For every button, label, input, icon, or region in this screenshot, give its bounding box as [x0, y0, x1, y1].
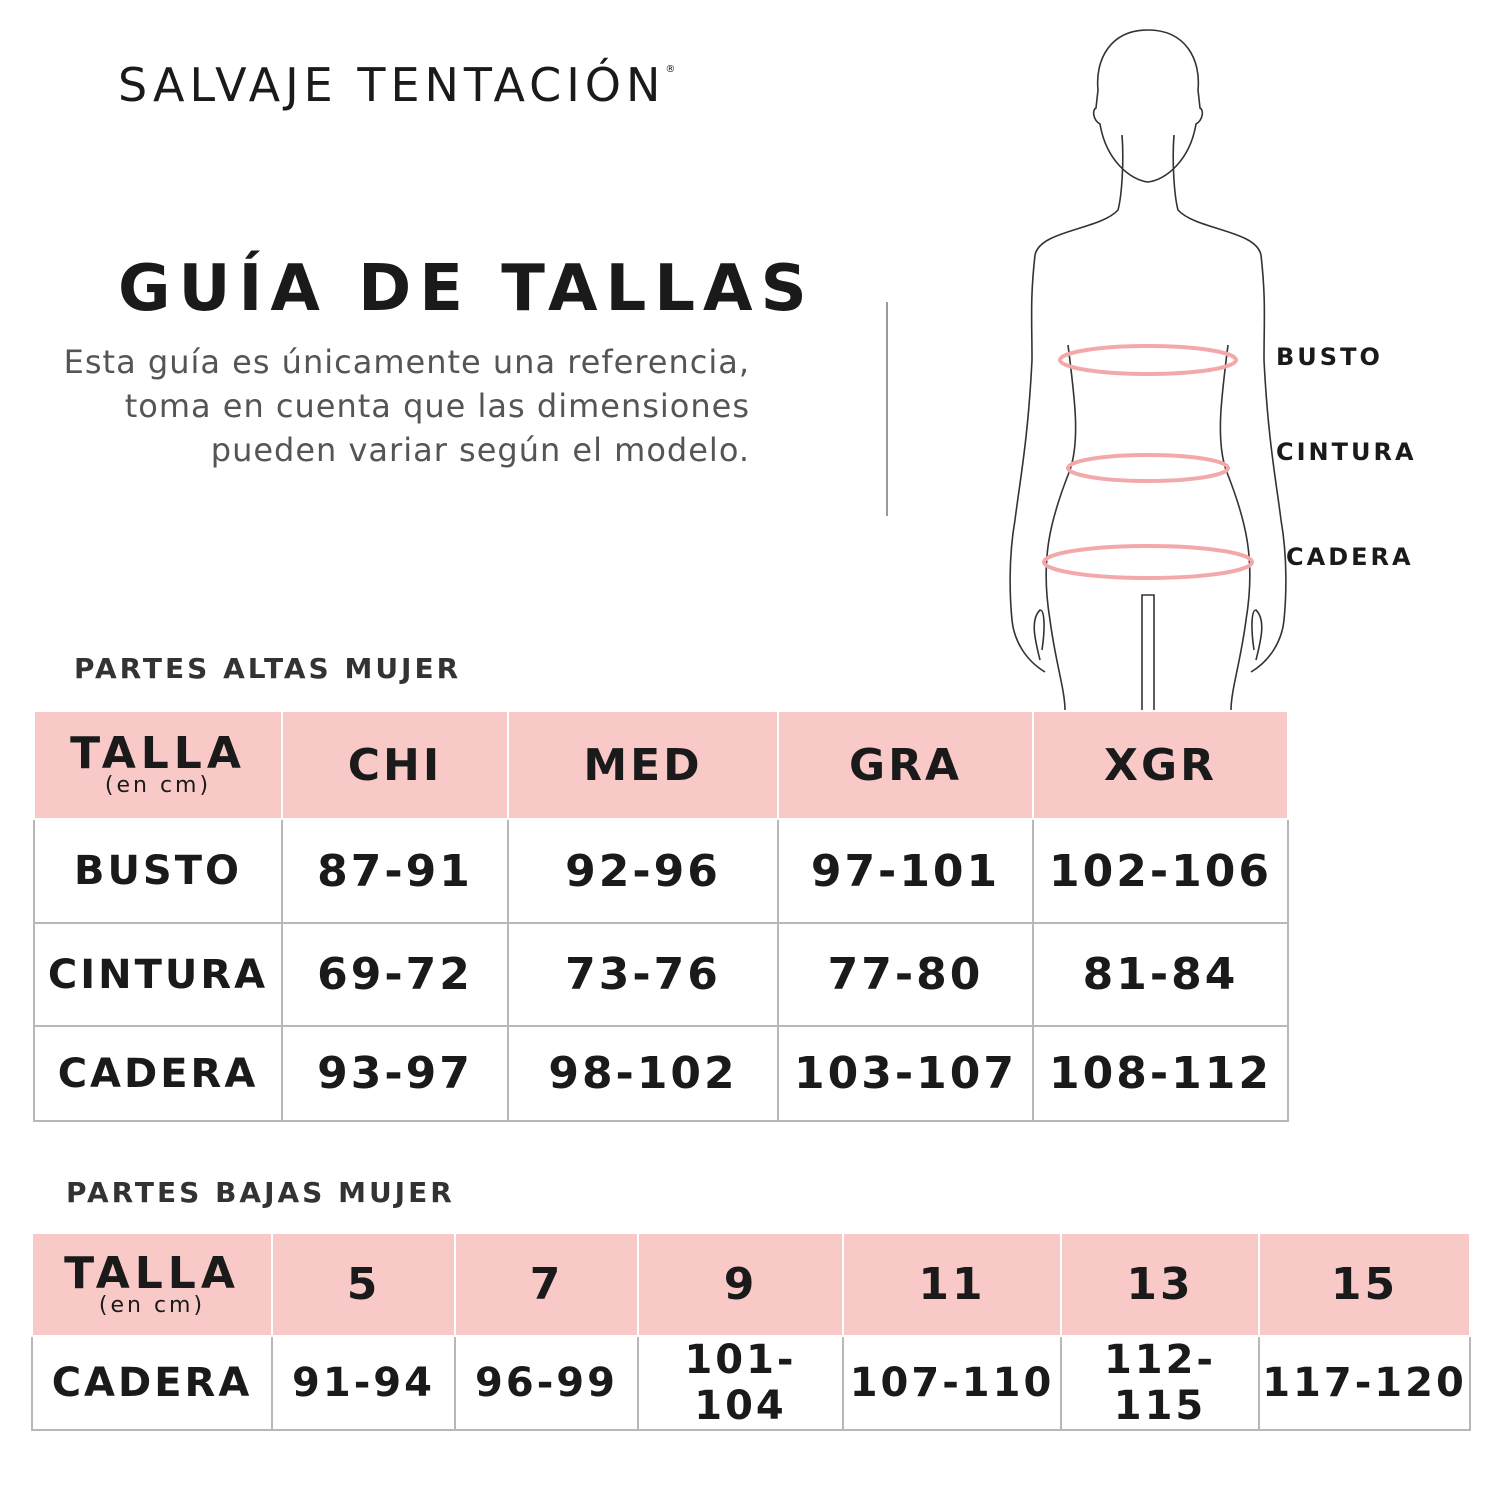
table-row: BUSTO 87-91 92-96 97-101 102-106	[33, 818, 1289, 924]
size-header: MED	[507, 710, 779, 820]
upper-section-title: PARTES ALTAS MUJER	[74, 652, 462, 685]
figure-label-cadera: CADERA	[1286, 543, 1414, 571]
page-title: GUÍA DE TALLAS	[118, 252, 815, 326]
table-row: CADERA 93-97 98-102 103-107 108-112	[33, 1025, 1289, 1122]
legs-gap-outline	[1141, 594, 1155, 710]
table-cell: 108-112	[1032, 1025, 1289, 1122]
lower-size-table: TALLA (en cm) 5 7 9 11 13 15 CADERA 91-94…	[31, 1232, 1471, 1431]
table-header-row: TALLA (en cm) 5 7 9 11 13 15	[31, 1232, 1471, 1337]
table-row: CADERA 91-94 96-99 101-104 107-110 112-1…	[31, 1335, 1471, 1431]
table-cell: 107-110	[842, 1335, 1062, 1431]
table-cell: 92-96	[507, 818, 779, 924]
right-arm-outline	[1172, 134, 1287, 673]
table-cell: 81-84	[1032, 922, 1289, 1027]
figure-label-cintura: CINTURA	[1276, 438, 1417, 466]
row-label: CADERA	[33, 1025, 283, 1122]
table-cell: 103-107	[777, 1025, 1034, 1122]
size-header: 13	[1060, 1232, 1260, 1337]
left-arm-outline	[1009, 134, 1124, 673]
busto-measure-ring	[1058, 344, 1238, 376]
size-header: 15	[1258, 1232, 1471, 1337]
talla-header: TALLA (en cm)	[33, 710, 283, 820]
size-header: 9	[637, 1232, 844, 1337]
size-header: 5	[271, 1232, 456, 1337]
row-label: CINTURA	[33, 922, 283, 1027]
figure-label-busto: BUSTO	[1276, 343, 1383, 371]
left-torso-outline	[1045, 344, 1077, 711]
table-cell: 102-106	[1032, 818, 1289, 924]
row-label: BUSTO	[33, 818, 283, 924]
table-cell: 117-120	[1258, 1335, 1471, 1431]
talla-label: TALLA	[70, 728, 246, 779]
table-cell: 93-97	[281, 1025, 509, 1122]
table-cell: 98-102	[507, 1025, 779, 1122]
unit-label: (en cm)	[104, 773, 212, 798]
table-cell: 96-99	[454, 1335, 639, 1431]
table-row: CINTURA 69-72 73-76 77-80 81-84	[33, 922, 1289, 1027]
table-cell: 73-76	[507, 922, 779, 1027]
talla-label: TALLA	[64, 1247, 240, 1299]
upper-size-table: TALLA (en cm) CHI MED GRA XGR BUSTO 87-91…	[33, 710, 1289, 1122]
table-cell: 69-72	[281, 922, 509, 1027]
size-header: CHI	[281, 710, 509, 820]
divider	[886, 302, 888, 516]
head-outline	[1092, 29, 1204, 183]
table-cell: 97-101	[777, 818, 1034, 924]
size-header: XGR	[1032, 710, 1289, 820]
table-cell: 112-115	[1060, 1335, 1260, 1431]
size-header: 7	[454, 1232, 639, 1337]
size-header: 11	[842, 1232, 1062, 1337]
brand-logo: SALVAJE TENTACIÓN®	[118, 58, 675, 112]
body-figure-illustration	[1009, 29, 1287, 711]
size-header: GRA	[777, 710, 1034, 820]
cintura-measure-ring	[1066, 453, 1230, 483]
row-label: CADERA	[31, 1335, 273, 1431]
talla-header: TALLA (en cm)	[31, 1232, 273, 1337]
table-cell: 91-94	[271, 1335, 456, 1431]
description: Esta guía es únicamente una referencia, …	[63, 343, 750, 469]
table-cell: 87-91	[281, 818, 509, 924]
table-header-row: TALLA (en cm) CHI MED GRA XGR	[33, 710, 1289, 820]
table-cell: 101-104	[637, 1335, 844, 1431]
unit-label: (en cm)	[98, 1292, 206, 1318]
cadera-measure-ring	[1042, 544, 1254, 580]
registered-mark: ®	[665, 64, 676, 75]
brand-name: SALVAJE TENTACIÓN	[118, 58, 666, 112]
table-cell: 77-80	[777, 922, 1034, 1027]
right-torso-outline	[1219, 344, 1251, 711]
lower-section-title: PARTES BAJAS MUJER	[66, 1176, 455, 1209]
